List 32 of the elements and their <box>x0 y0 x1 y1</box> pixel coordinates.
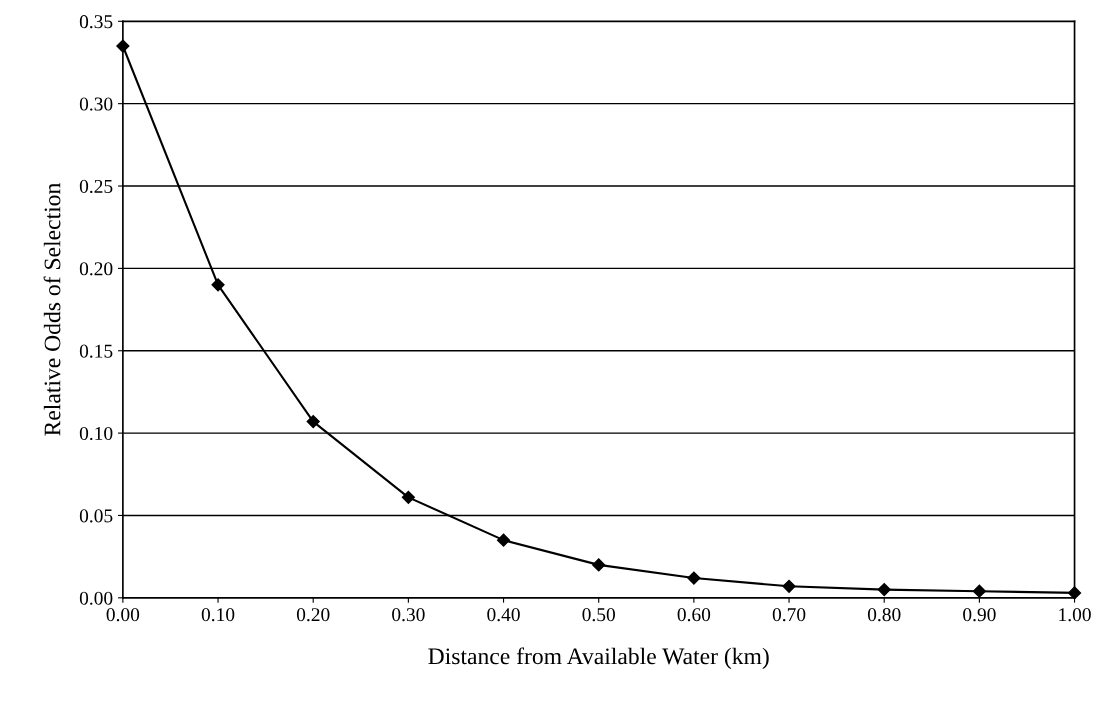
x-tick-label: 0.60 <box>677 608 711 622</box>
y-tick-label: 0.00 <box>79 591 113 605</box>
point <box>211 278 225 292</box>
point <box>877 582 891 597</box>
point <box>972 584 986 598</box>
y-tick-label: 0.25 <box>79 179 113 194</box>
y-tick-label: 0.30 <box>79 97 113 111</box>
x-tick-label: 0.80 <box>867 608 901 622</box>
y-tick-label: 0.10 <box>79 426 113 441</box>
x-tick-label: 0.30 <box>392 608 425 622</box>
x-tick-label: 0.00 <box>106 608 140 622</box>
point <box>592 558 606 572</box>
y-tick-label: 0.15 <box>79 344 113 358</box>
point <box>401 490 415 504</box>
point <box>496 533 511 547</box>
y-tick-label: 0.05 <box>79 509 113 523</box>
y-axis-title: Relative Odds of Selection <box>43 183 61 436</box>
x-tick-label: 0.50 <box>582 608 615 622</box>
x-tick-label: 0.20 <box>296 608 330 622</box>
y-tick-label: 0.35 <box>79 15 113 29</box>
point <box>1067 586 1082 600</box>
x-tick-label: 0.40 <box>487 608 520 622</box>
x-tick-label: 0.70 <box>772 608 806 622</box>
x-tick-label: 0.10 <box>201 608 235 622</box>
x-tick-label: 0.90 <box>963 608 996 622</box>
point <box>306 414 320 429</box>
point <box>116 39 130 53</box>
x-axis-title: Distance from Available Water (km) <box>428 647 769 670</box>
point <box>782 579 796 593</box>
point <box>687 571 701 585</box>
x-tick-label: 1.00 <box>1059 608 1091 622</box>
y-tick-label: 0.20 <box>79 262 113 276</box>
